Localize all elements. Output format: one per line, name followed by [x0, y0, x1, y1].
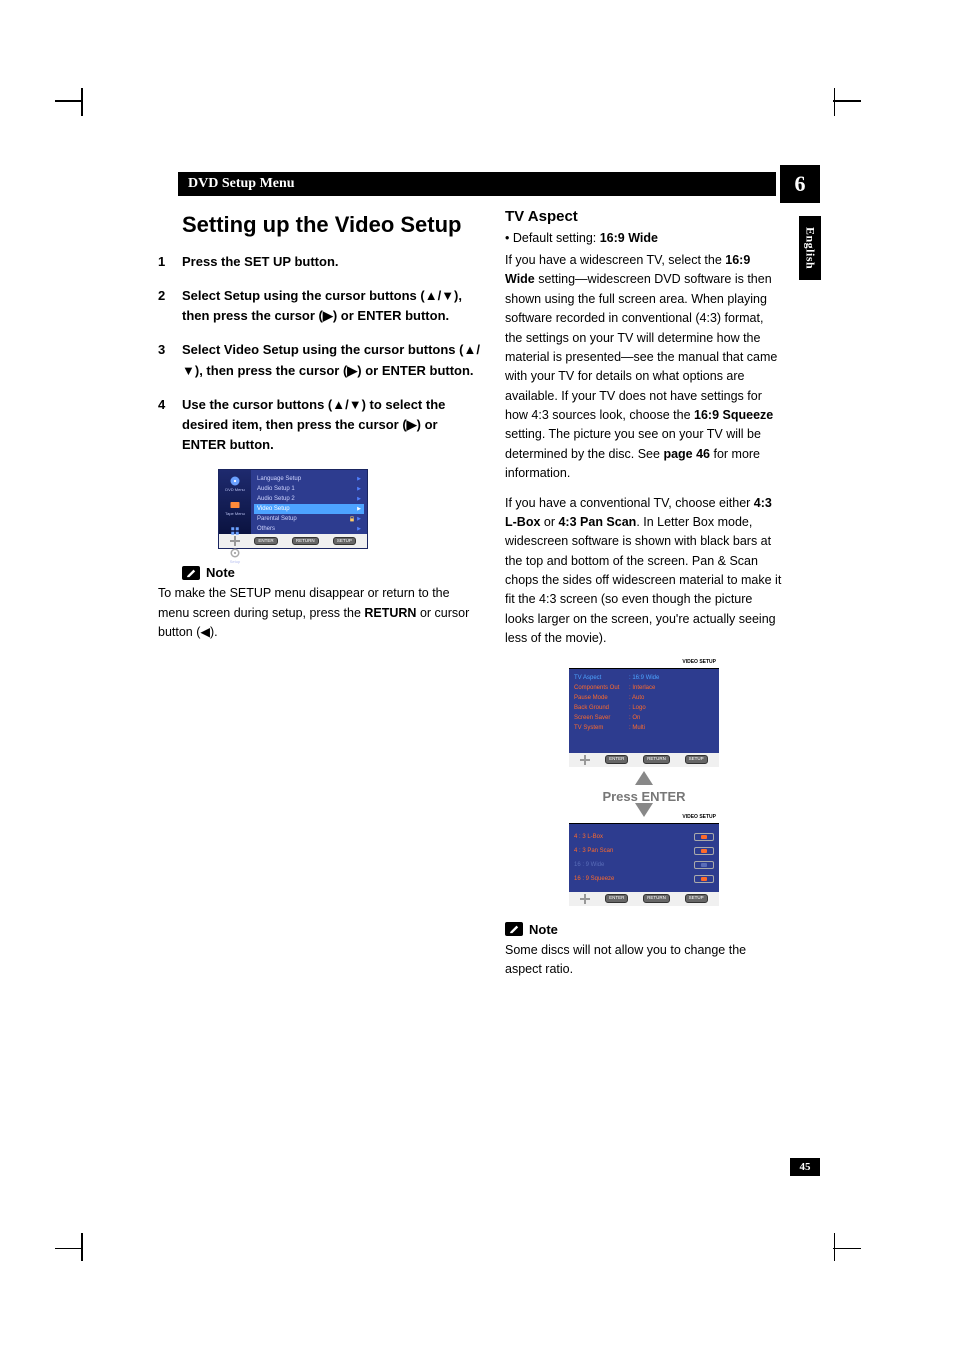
aspect-icon [694, 875, 714, 883]
osd-row: Components Out: Interlace [574, 683, 714, 693]
header-bar: DVD Setup Menu [178, 172, 776, 196]
dpad-icon [230, 536, 240, 546]
note-text-2: Some discs will not allow you to change … [505, 941, 783, 980]
tv-aspect-heading: TV Aspect [505, 208, 783, 225]
paragraph-1: If you have a widescreen TV, select the … [505, 251, 783, 484]
osd-row-selected: Video Setup▶ [254, 504, 364, 514]
osd-video-setup: VIDEO SETUP TV Aspect: 16:9 Wide Compone… [569, 657, 719, 767]
step-2: Select Setup using the cursor buttons (▲… [182, 286, 484, 326]
chevron-right-icon: ▶ [357, 486, 361, 492]
footer-btn: SETUP [333, 537, 356, 546]
chevron-right-icon: ▶ [357, 516, 361, 522]
note-icon [505, 922, 523, 936]
footer-btn: ENTER [254, 537, 277, 546]
footer-btn: ENTER [605, 894, 628, 903]
osd-row: Back Ground: Logo [574, 703, 714, 713]
side-icon-tape: Tape Menu [221, 496, 249, 518]
crop-mark [831, 1231, 861, 1261]
crop-mark [55, 88, 85, 118]
aspect-icon [694, 833, 714, 841]
chevron-right-icon: ▶ [357, 476, 361, 482]
osd-row-dim: 16 : 9 Wide [574, 858, 714, 872]
osd-footer: ENTER RETURN SETUP [569, 753, 719, 767]
osd-footer: ENTER RETURN SETUP [569, 892, 719, 906]
note-heading: Note [182, 565, 484, 580]
footer-btn: RETURN [643, 755, 670, 764]
lock-icon [349, 516, 355, 522]
osd-row: Others▶ [254, 524, 364, 534]
osd-row: Audio Setup 1▶ [254, 484, 364, 494]
setup-steps: Press the SET UP button. Select Setup us… [182, 252, 484, 455]
page-number: 45 [790, 1158, 820, 1176]
language-tab: English [799, 216, 821, 280]
dpad-icon [580, 755, 590, 765]
osd-row: Language Setup▶ [254, 474, 364, 484]
section-title: Setting up the Video Setup [182, 212, 484, 238]
chevron-right-icon: ▶ [357, 496, 361, 502]
footer-btn: ENTER [605, 755, 628, 764]
footer-btn: RETURN [292, 537, 319, 546]
note-icon [182, 566, 200, 580]
note-heading: Note [505, 922, 783, 937]
chevron-right-icon: ▶ [357, 506, 361, 512]
footer-btn: RETURN [643, 894, 670, 903]
osd-row: TV System: Multi [574, 723, 714, 733]
press-enter-label: Press ENTER [505, 789, 783, 804]
step-1: Press the SET UP button. [182, 252, 484, 272]
side-icon-setup: Setup [221, 544, 249, 566]
chevron-right-icon: ▶ [357, 526, 361, 532]
crop-mark [55, 1231, 85, 1261]
default-setting: Default setting: 16:9 Wide [505, 231, 783, 245]
osd-row: Screen Saver: On [574, 713, 714, 723]
dpad-icon [580, 894, 590, 904]
step-3: Select Video Setup using the cursor butt… [182, 340, 484, 380]
osd-setup-menu: DVD Menu Tape Menu Setup Language Setup▶… [218, 469, 368, 549]
footer-btn: SETUP [685, 755, 708, 764]
note-text: To make the SETUP menu disappear or retu… [158, 584, 484, 642]
side-icon-dvd: DVD Menu [221, 472, 249, 494]
header-title: DVD Setup Menu [188, 176, 295, 192]
aspect-icon [694, 861, 714, 869]
osd-heading: VIDEO SETUP [569, 657, 719, 669]
step-4: Use the cursor buttons (▲/▼) to select t… [182, 395, 484, 455]
osd-row: Audio Setup 2▶ [254, 494, 364, 504]
osd-row: Pause Mode: Auto [574, 693, 714, 703]
osd-row: 16 : 9 Squeeze [574, 872, 714, 886]
crop-mark [831, 88, 861, 118]
osd-row-selected: TV Aspect: 16:9 Wide [574, 673, 714, 683]
paragraph-2: If you have a conventional TV, choose ei… [505, 494, 783, 649]
osd-row: Parental Setup▶ [254, 514, 364, 524]
chapter-number: 6 [780, 165, 820, 203]
footer-btn: SETUP [685, 894, 708, 903]
osd-aspect-options: VIDEO SETUP 4 : 3 L-Box 4 : 3 Pan Scan 1… [569, 812, 719, 906]
osd-row: 4 : 3 Pan Scan [574, 844, 714, 858]
osd-row: 4 : 3 L-Box [574, 830, 714, 844]
aspect-icon [694, 847, 714, 855]
